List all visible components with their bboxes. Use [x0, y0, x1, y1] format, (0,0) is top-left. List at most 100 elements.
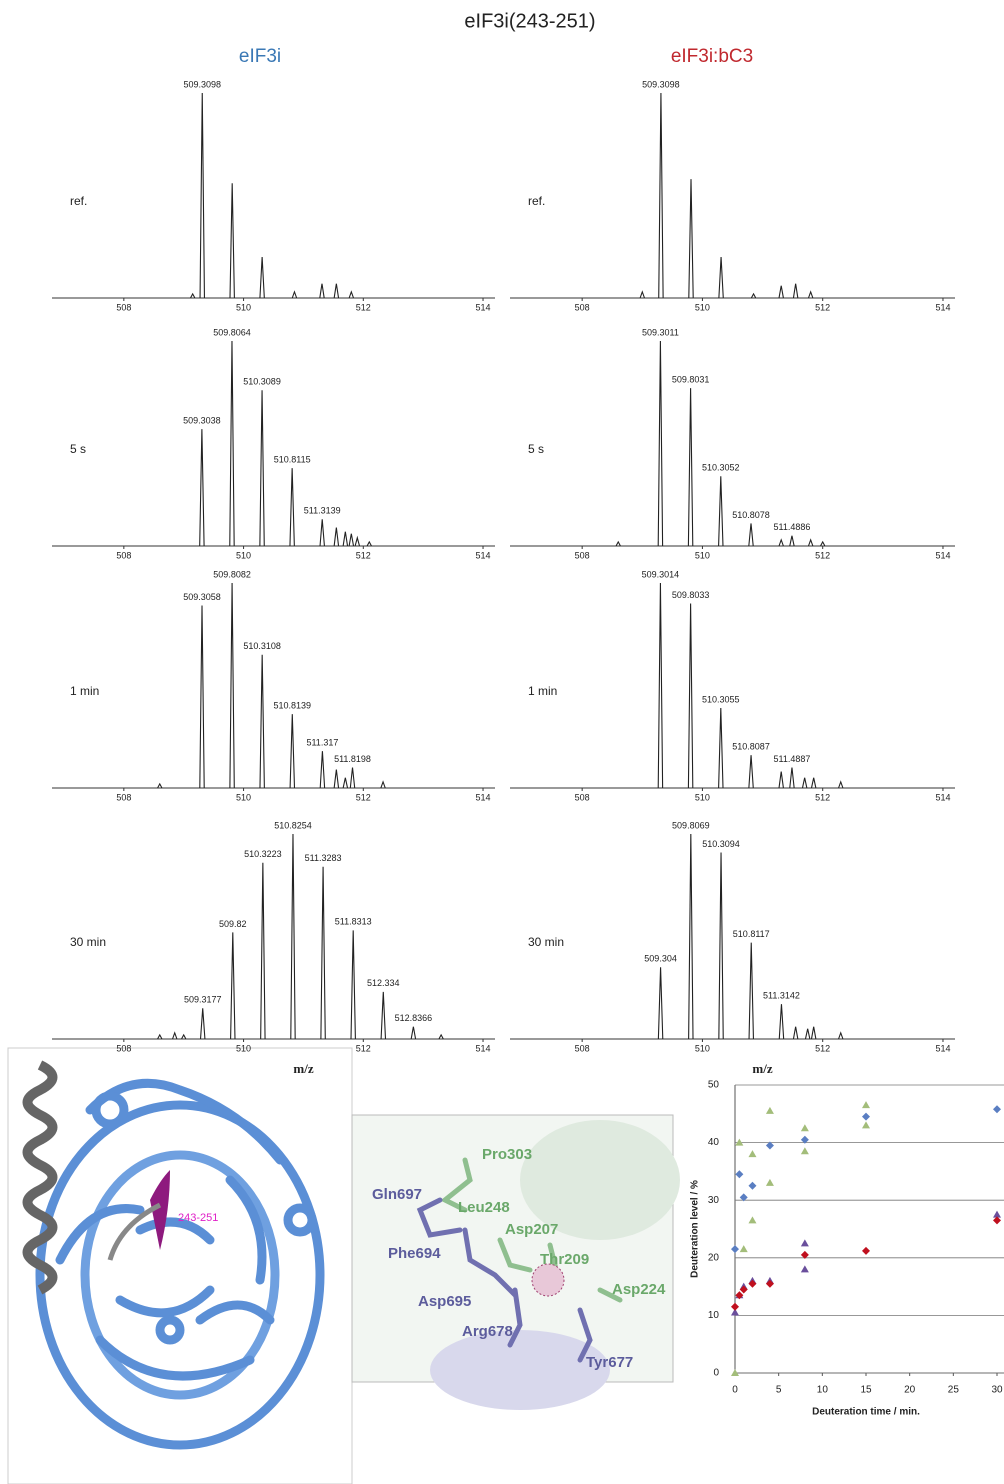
peak: [380, 991, 387, 1040]
peak: [748, 523, 754, 547]
minor-peak: [189, 292, 196, 299]
peak-label: 511.4886: [774, 522, 811, 532]
peak: [778, 1004, 785, 1040]
point: [765, 1178, 774, 1186]
minor-peak: [348, 533, 355, 547]
peak-label: 510.8087: [732, 742, 770, 752]
peak-label: 509.3011: [642, 327, 679, 337]
minor-peak: [229, 183, 235, 299]
peak: [410, 1026, 417, 1040]
minor-peak: [778, 771, 784, 789]
point: [731, 1245, 739, 1254]
minor-peak: [778, 538, 784, 547]
peak-label: 510.8115: [274, 454, 311, 464]
minor-peak: [804, 1028, 811, 1040]
minor-peak: [380, 780, 386, 789]
residue-label: Asp224: [612, 1281, 666, 1298]
x-tick-label: 510: [236, 792, 251, 802]
x-tick-label: 20: [904, 1385, 916, 1396]
peak-label: 509.8069: [672, 820, 710, 830]
peak-label: 509.304: [644, 954, 677, 964]
peak: [657, 582, 664, 789]
peak-label: 511.3139: [304, 506, 341, 516]
x-tick-label: 512: [356, 1043, 371, 1053]
peak: [229, 582, 235, 789]
peak-label: 510.3223: [244, 849, 282, 859]
peak-label: 509.3098: [183, 79, 221, 89]
x-tick-label: 512: [815, 1043, 830, 1053]
peak: [230, 932, 236, 1040]
row-label: ref.: [528, 194, 545, 208]
point: [800, 1239, 809, 1247]
minor-peak: [181, 1033, 187, 1040]
minor-peak: [838, 780, 844, 789]
x-tick-label: 514: [935, 302, 950, 312]
minor-peak: [342, 777, 349, 789]
peak: [657, 340, 664, 547]
minor-peak: [333, 527, 340, 547]
x-tick-label: 508: [116, 1043, 131, 1053]
minor-peak: [792, 1026, 799, 1040]
point: [731, 1369, 739, 1376]
minor-peak: [157, 782, 163, 789]
x-tick-label: 510: [695, 550, 710, 560]
point: [731, 1308, 739, 1316]
peak-label: 511.4887: [774, 754, 811, 764]
x-tick-label: 512: [815, 792, 830, 802]
point: [735, 1291, 744, 1300]
minor-peak: [333, 769, 340, 789]
row-label: ref.: [70, 194, 87, 208]
peak-label: 509.3177: [184, 995, 222, 1005]
x-tick-label: 512: [356, 792, 371, 802]
x-tick-label: 510: [236, 302, 251, 312]
y-tick-label: 50: [708, 1080, 720, 1091]
peak-label: 509.8082: [213, 569, 251, 579]
residue-label: Arg678: [462, 1323, 513, 1340]
peak-label: 511.3283: [305, 853, 342, 863]
point: [739, 1245, 748, 1253]
x-tick-label: 508: [116, 792, 131, 802]
column-title: eIF3i:bC3: [671, 46, 753, 67]
peak-label: 510.3052: [702, 463, 740, 473]
residue-label: Asp207: [505, 1221, 558, 1238]
peak-label: 509.8031: [672, 375, 710, 385]
point: [862, 1112, 870, 1121]
x-tick-label: 10: [817, 1385, 829, 1396]
row-label: 30 min: [70, 935, 106, 949]
point: [748, 1279, 757, 1288]
x-tick-label: 514: [476, 550, 491, 560]
peak-label: 510.8117: [733, 929, 770, 939]
x-tick-label: 514: [935, 1043, 950, 1053]
peak: [688, 833, 694, 1040]
x-tick-label: 510: [695, 302, 710, 312]
minor-peak: [810, 777, 817, 789]
x-axis-label: m/z: [752, 1061, 772, 1076]
x-tick-label: 508: [575, 302, 590, 312]
peak-label: 510.8139: [274, 701, 312, 711]
peak-label: 509.8064: [213, 327, 251, 337]
minor-peak: [792, 283, 799, 299]
point: [862, 1121, 870, 1129]
point: [862, 1101, 870, 1109]
minor-peak: [807, 290, 814, 299]
x-tick-label: 508: [575, 550, 590, 560]
y-tick-label: 20: [708, 1252, 720, 1263]
peak-label: 511.3142: [763, 991, 800, 1001]
peak-label: 509.3058: [183, 592, 221, 602]
minor-peak: [319, 283, 325, 299]
minor-peak: [810, 1026, 817, 1040]
residue-label: Phe694: [388, 1245, 441, 1262]
peak-label: 512.8366: [395, 1013, 433, 1023]
point: [765, 1279, 774, 1288]
minor-peak: [291, 290, 298, 299]
peak: [259, 654, 265, 789]
x-tick-label: 512: [815, 550, 830, 560]
residue-label: Tyr677: [586, 1354, 633, 1371]
x-tick-label: 25: [948, 1385, 960, 1396]
peak: [290, 833, 296, 1040]
minor-peak: [259, 256, 265, 299]
residue-label: Thr209: [540, 1251, 589, 1268]
peak: [319, 519, 325, 547]
peak-label: 510.8078: [732, 510, 770, 520]
